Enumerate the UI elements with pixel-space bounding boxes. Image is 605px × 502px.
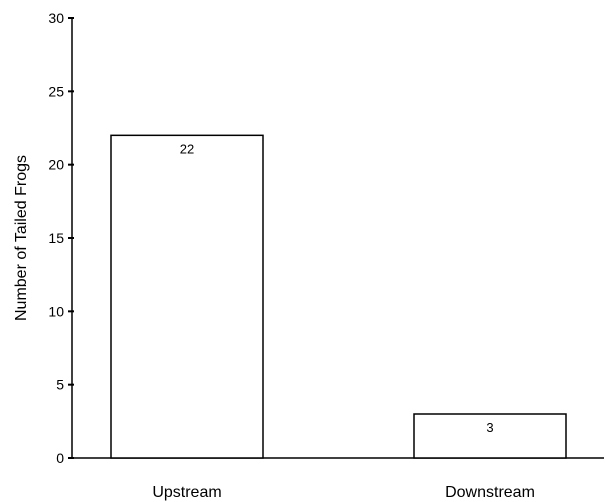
x-tick-label-upstream: Upstream [152, 484, 221, 501]
bar-downstream [413, 413, 567, 459]
y-tick-label: 30 [48, 10, 64, 26]
y-axis-label: Number of Tailed Frogs [13, 155, 30, 321]
x-labels: Upstream Downstream [152, 484, 535, 501]
bar-upstream [110, 134, 264, 459]
y-tick-label: 10 [48, 303, 64, 319]
y-tick-label: 5 [56, 377, 64, 393]
data-labels: 22 3 [180, 141, 494, 435]
bars [110, 134, 567, 459]
y-tick-label: 25 [48, 83, 64, 99]
y-tick-label: 15 [48, 230, 64, 246]
x-tick-label-downstream: Downstream [445, 484, 535, 501]
y-ticks: 0 5 10 15 20 25 30 [48, 10, 74, 466]
data-label-upstream: 22 [180, 141, 194, 156]
data-label-downstream: 3 [486, 420, 493, 435]
y-tick-label: 20 [48, 157, 64, 173]
y-tick-label: 0 [56, 450, 64, 466]
